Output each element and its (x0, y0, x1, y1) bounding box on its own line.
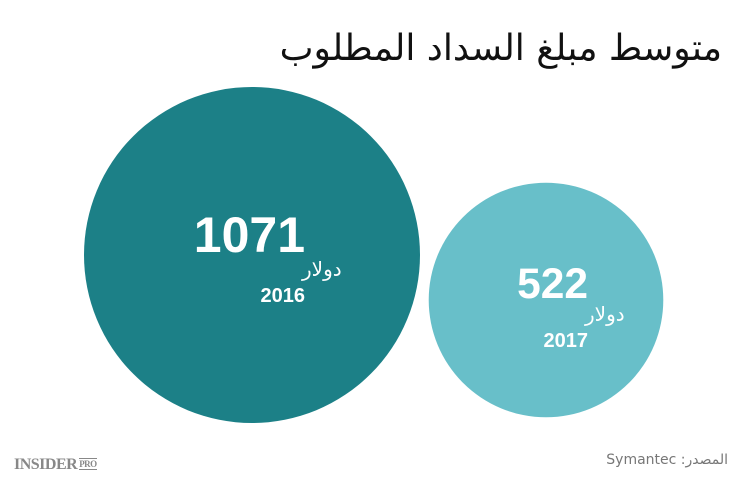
source-label: المصدر: (680, 452, 728, 468)
value-label: 522 (517, 261, 588, 308)
value-label: 1071 (194, 207, 305, 263)
bubble-2016 (84, 87, 420, 423)
bubble-2017 (428, 182, 664, 418)
source-name: Symantec (606, 452, 677, 468)
chart-title: متوسط مبلغ السداد المطلوب (279, 28, 722, 69)
source-note: المصدر: Symantec (606, 452, 728, 468)
logo-suffix: PRO (79, 458, 97, 470)
year-label: 2016 (261, 285, 306, 307)
unit-label: دولار (301, 257, 342, 281)
logo-text: INSIDER (14, 456, 78, 473)
insider-pro-logo: INSIDER PRO (14, 456, 97, 474)
unit-label: دولار (584, 302, 625, 326)
year-label: 2017 (544, 330, 589, 352)
